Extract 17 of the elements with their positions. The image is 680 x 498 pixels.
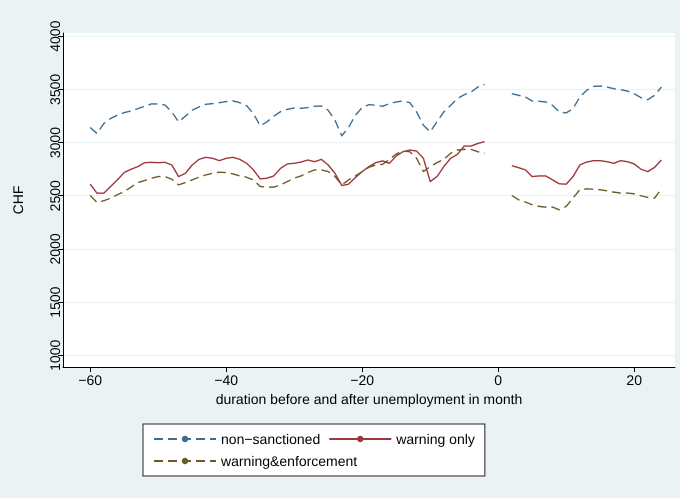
x-tick-label: 0 bbox=[494, 372, 502, 388]
legend-label: warning only bbox=[395, 431, 475, 447]
y-tick-label: 1000 bbox=[47, 340, 63, 371]
y-axis-title: CHF bbox=[10, 186, 26, 214]
y-tick-label: 2000 bbox=[47, 233, 63, 265]
y-tick-label: 1500 bbox=[47, 286, 63, 318]
y-tick-label: 3500 bbox=[47, 74, 63, 105]
y-tick-label: 2500 bbox=[47, 180, 63, 212]
y-tick-label: 3000 bbox=[47, 126, 63, 158]
x-tick-label: −60 bbox=[78, 372, 102, 388]
legend-label: non−sanctioned bbox=[221, 431, 320, 447]
x-tick-label: −40 bbox=[214, 372, 238, 388]
legend-label: warning&enforcement bbox=[220, 453, 358, 469]
y-tick-label: 4000 bbox=[47, 20, 63, 52]
x-tick-label: 20 bbox=[626, 372, 642, 388]
x-tick-label: −20 bbox=[350, 372, 374, 388]
x-axis-title: duration before and after unemployment in month bbox=[216, 390, 522, 407]
